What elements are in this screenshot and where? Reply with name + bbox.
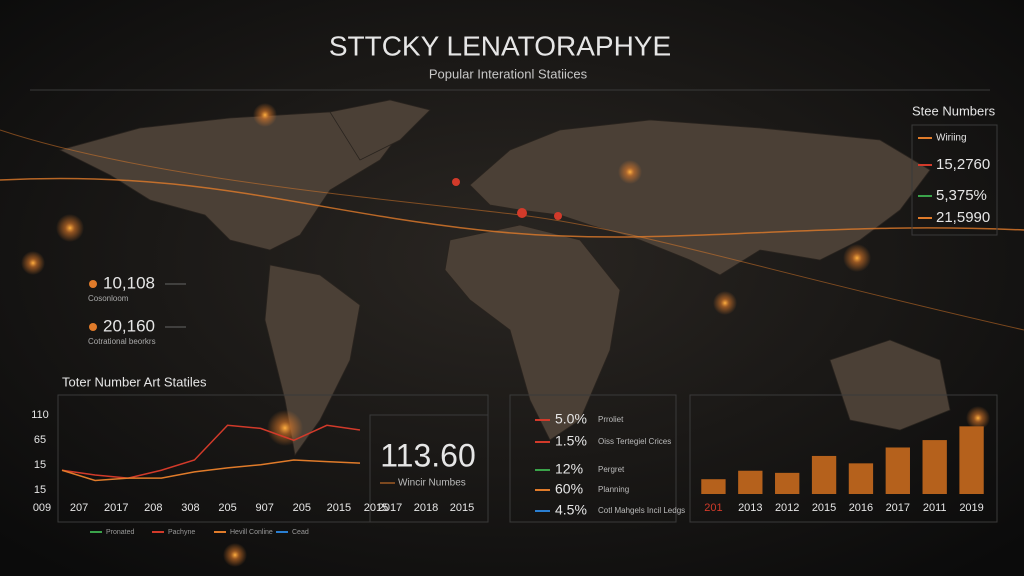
subtitle: Popular Interationl Statiices xyxy=(429,66,588,81)
glow-dot xyxy=(21,251,45,275)
legend-label: Pachyne xyxy=(168,529,195,536)
x-tick-label: 2011 xyxy=(923,502,947,514)
legend-label: Cead xyxy=(292,529,309,536)
highlight-label: Wincir Numbes xyxy=(398,478,466,489)
year-label: 2017 xyxy=(378,502,402,514)
title: STTCKY LENATORAPHYE xyxy=(329,30,671,61)
stat-label: Prroliet xyxy=(598,415,624,424)
x-tick-label: 907 xyxy=(255,502,273,514)
greenland xyxy=(329,99,431,161)
item-text: 15,2760 xyxy=(936,156,990,173)
callout-value: 20,160 xyxy=(103,316,155,335)
bar xyxy=(738,470,763,494)
x-tick-label: 2012 xyxy=(775,502,799,514)
callout-dot xyxy=(89,280,97,288)
north-america xyxy=(58,111,411,251)
bar xyxy=(922,440,947,494)
world-map xyxy=(0,99,1024,567)
bar xyxy=(848,463,874,494)
bar-panel-box xyxy=(689,394,998,523)
x-tick-label: 208 xyxy=(144,502,162,514)
stat-value: 1.5% xyxy=(555,433,587,449)
legend-label: Hevill Conline xyxy=(230,529,273,536)
bar xyxy=(959,426,984,494)
side-panel-box xyxy=(911,124,998,236)
x-tick-label: 2017 xyxy=(886,502,910,514)
x-tick-label: 2013 xyxy=(738,502,762,514)
line-series xyxy=(61,459,361,482)
stat-value: 60% xyxy=(555,481,583,497)
y-tick-label: 15 xyxy=(34,459,46,471)
stat-label: Cotl Mahgels Incil Ledgs xyxy=(598,506,685,515)
line-chart-title: Toter Number Art Statiles xyxy=(62,374,207,389)
y-tick-label: 15 xyxy=(34,484,46,496)
x-tick-label: 308 xyxy=(181,502,199,514)
glow-dot xyxy=(966,406,990,430)
item-text: 5,375% xyxy=(936,187,987,204)
stat-label: Pergret xyxy=(598,465,625,474)
glow-dot xyxy=(56,214,84,242)
item-text: 21,5990 xyxy=(936,209,990,226)
glow-dot xyxy=(713,291,737,315)
stat-value: 5.0% xyxy=(555,411,587,427)
year-label: 2015 xyxy=(450,502,474,514)
glow-dot xyxy=(843,244,871,272)
x-tick-label: 2017 xyxy=(104,502,128,514)
x-tick-label: 2016 xyxy=(849,502,873,514)
x-tick-label: 205 xyxy=(218,502,236,514)
x-tick-label: 2019 xyxy=(959,502,983,514)
city-dot xyxy=(554,212,562,220)
glow-dot xyxy=(223,543,247,567)
x-tick-label: 2015 xyxy=(812,502,836,514)
side-panel-title: Stee Numbers xyxy=(912,103,996,118)
south-america xyxy=(264,264,361,457)
glow-dot xyxy=(267,410,303,446)
australia xyxy=(829,339,951,431)
callout-value: 10,108 xyxy=(103,273,155,292)
x-tick-label: 2015 xyxy=(327,502,351,514)
city-dot xyxy=(517,208,527,218)
bar xyxy=(885,447,910,494)
x-tick-label: 201 xyxy=(704,502,722,514)
stat-value: 12% xyxy=(555,461,583,477)
route-line xyxy=(0,177,1024,238)
stat-label: Oiss Tertegiel Crices xyxy=(598,437,671,446)
bar xyxy=(775,472,800,494)
city-dot xyxy=(452,178,460,186)
year-label: 2018 xyxy=(414,502,438,514)
x-tick-label: 205 xyxy=(293,502,311,514)
y-tick-label: 110 xyxy=(31,409,49,421)
highlight-value: 113.60 xyxy=(380,437,476,473)
line-series xyxy=(61,424,361,479)
highlight-box xyxy=(369,414,489,523)
stat-label: Planning xyxy=(598,485,629,494)
bar xyxy=(701,479,726,494)
y-tick-label: 65 xyxy=(34,434,46,446)
x-tick-label: 207 xyxy=(70,502,88,514)
bar xyxy=(811,455,837,494)
africa xyxy=(444,224,621,441)
x-tick-label: 2015 xyxy=(364,502,388,514)
item-text: Wiriing xyxy=(936,133,967,144)
stat-value: 4.5% xyxy=(555,502,587,518)
callout-dot xyxy=(89,323,97,331)
x-tick-label: 009 xyxy=(33,502,51,514)
glow-dot xyxy=(253,103,277,127)
callout-label: Cosonloom xyxy=(88,294,129,303)
legend-label: Pronated xyxy=(106,529,135,536)
callout-label: Cotrational beorkrs xyxy=(88,337,156,346)
glow-dot xyxy=(618,160,642,184)
stats-panel-box xyxy=(509,394,677,523)
